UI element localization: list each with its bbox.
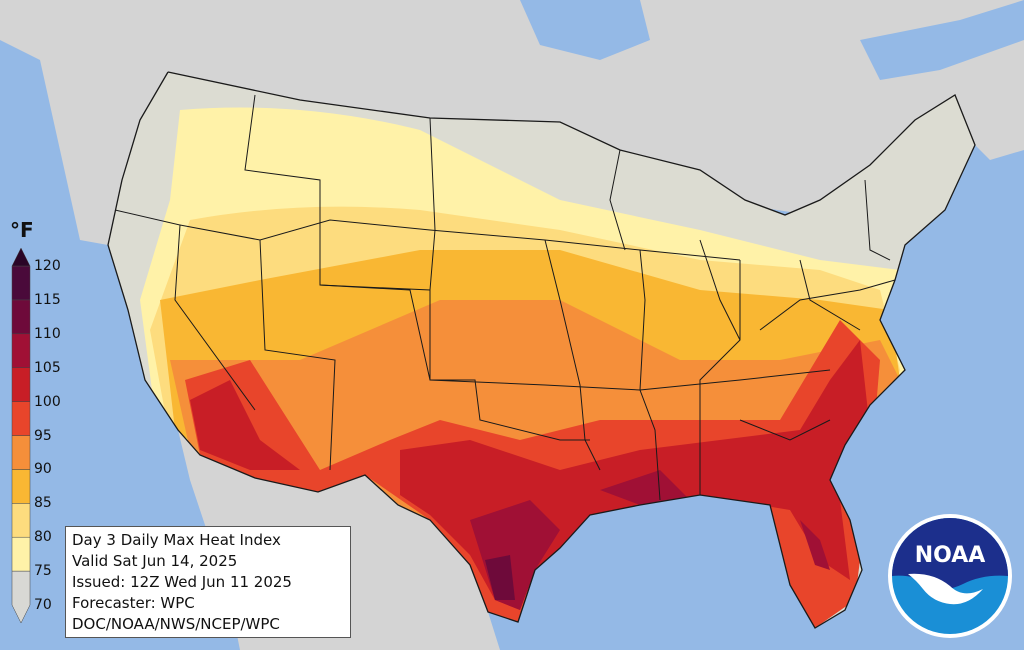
legend-tick-115: 115 (34, 291, 61, 308)
info-title: Day 3 Daily Max Heat Index (72, 531, 281, 549)
legend-tick-90: 90 (34, 461, 52, 478)
legend-tick-120: 120 (34, 258, 61, 274)
map-info-box: Day 3 Daily Max Heat Index Valid Sat Jun… (65, 526, 351, 638)
legend-tick-110: 110 (34, 325, 61, 342)
legend-bin-90-95 (11, 435, 31, 470)
legend-bin-85-90 (11, 469, 31, 504)
legend-bin-95-100 (11, 401, 31, 436)
legend-bin-100-105 (11, 367, 31, 402)
zone-110 (485, 555, 515, 600)
legend-tick-75: 75 (34, 563, 52, 580)
legend-tick-105: 105 (34, 359, 61, 376)
legend-bin-110-115 (11, 299, 31, 335)
legend-bin-70-75 (11, 570, 31, 624)
legend-colorbar-svg (11, 247, 31, 624)
state-borders (107, 71, 976, 629)
info-forecaster: Forecaster: WPC (72, 594, 195, 612)
info-issued: Issued: 12Z Wed Jun 11 2025 (72, 573, 292, 591)
info-valid: Valid Sat Jun 14, 2025 (72, 552, 238, 570)
legend-bin-105-110 (11, 333, 31, 368)
legend-tick-100: 100 (34, 393, 61, 410)
legend-bin-80-85 (11, 503, 31, 538)
legend-bin-75-80 (11, 536, 31, 572)
legend-tick-85: 85 (34, 495, 52, 512)
st-lawrence (860, 0, 1024, 80)
legend-tick-80: 80 (34, 529, 52, 546)
info-source: DOC/NOAA/NWS/NCEP/WPC (72, 615, 280, 633)
legend-bin-115-120 (11, 265, 31, 301)
legend-colorbar (11, 247, 31, 624)
noaa-logo-top (892, 518, 1008, 589)
noaa-logo-bird (908, 573, 983, 605)
hudson-bay (520, 0, 650, 60)
legend-unit-label: °F (10, 218, 34, 242)
legend-tick-70: 70 (34, 597, 52, 613)
color-legend: °F 120 115 110 105 100 95 90 85 80 75 70 (6, 218, 76, 648)
legend-bin-120+ (11, 247, 31, 267)
legend-tick-95: 95 (34, 427, 52, 444)
zone-100 (190, 340, 870, 610)
noaa-logo-text: NOAA (915, 543, 986, 568)
canada-land (0, 0, 1024, 245)
noaa-logo-icon: NOAA (888, 514, 1012, 638)
